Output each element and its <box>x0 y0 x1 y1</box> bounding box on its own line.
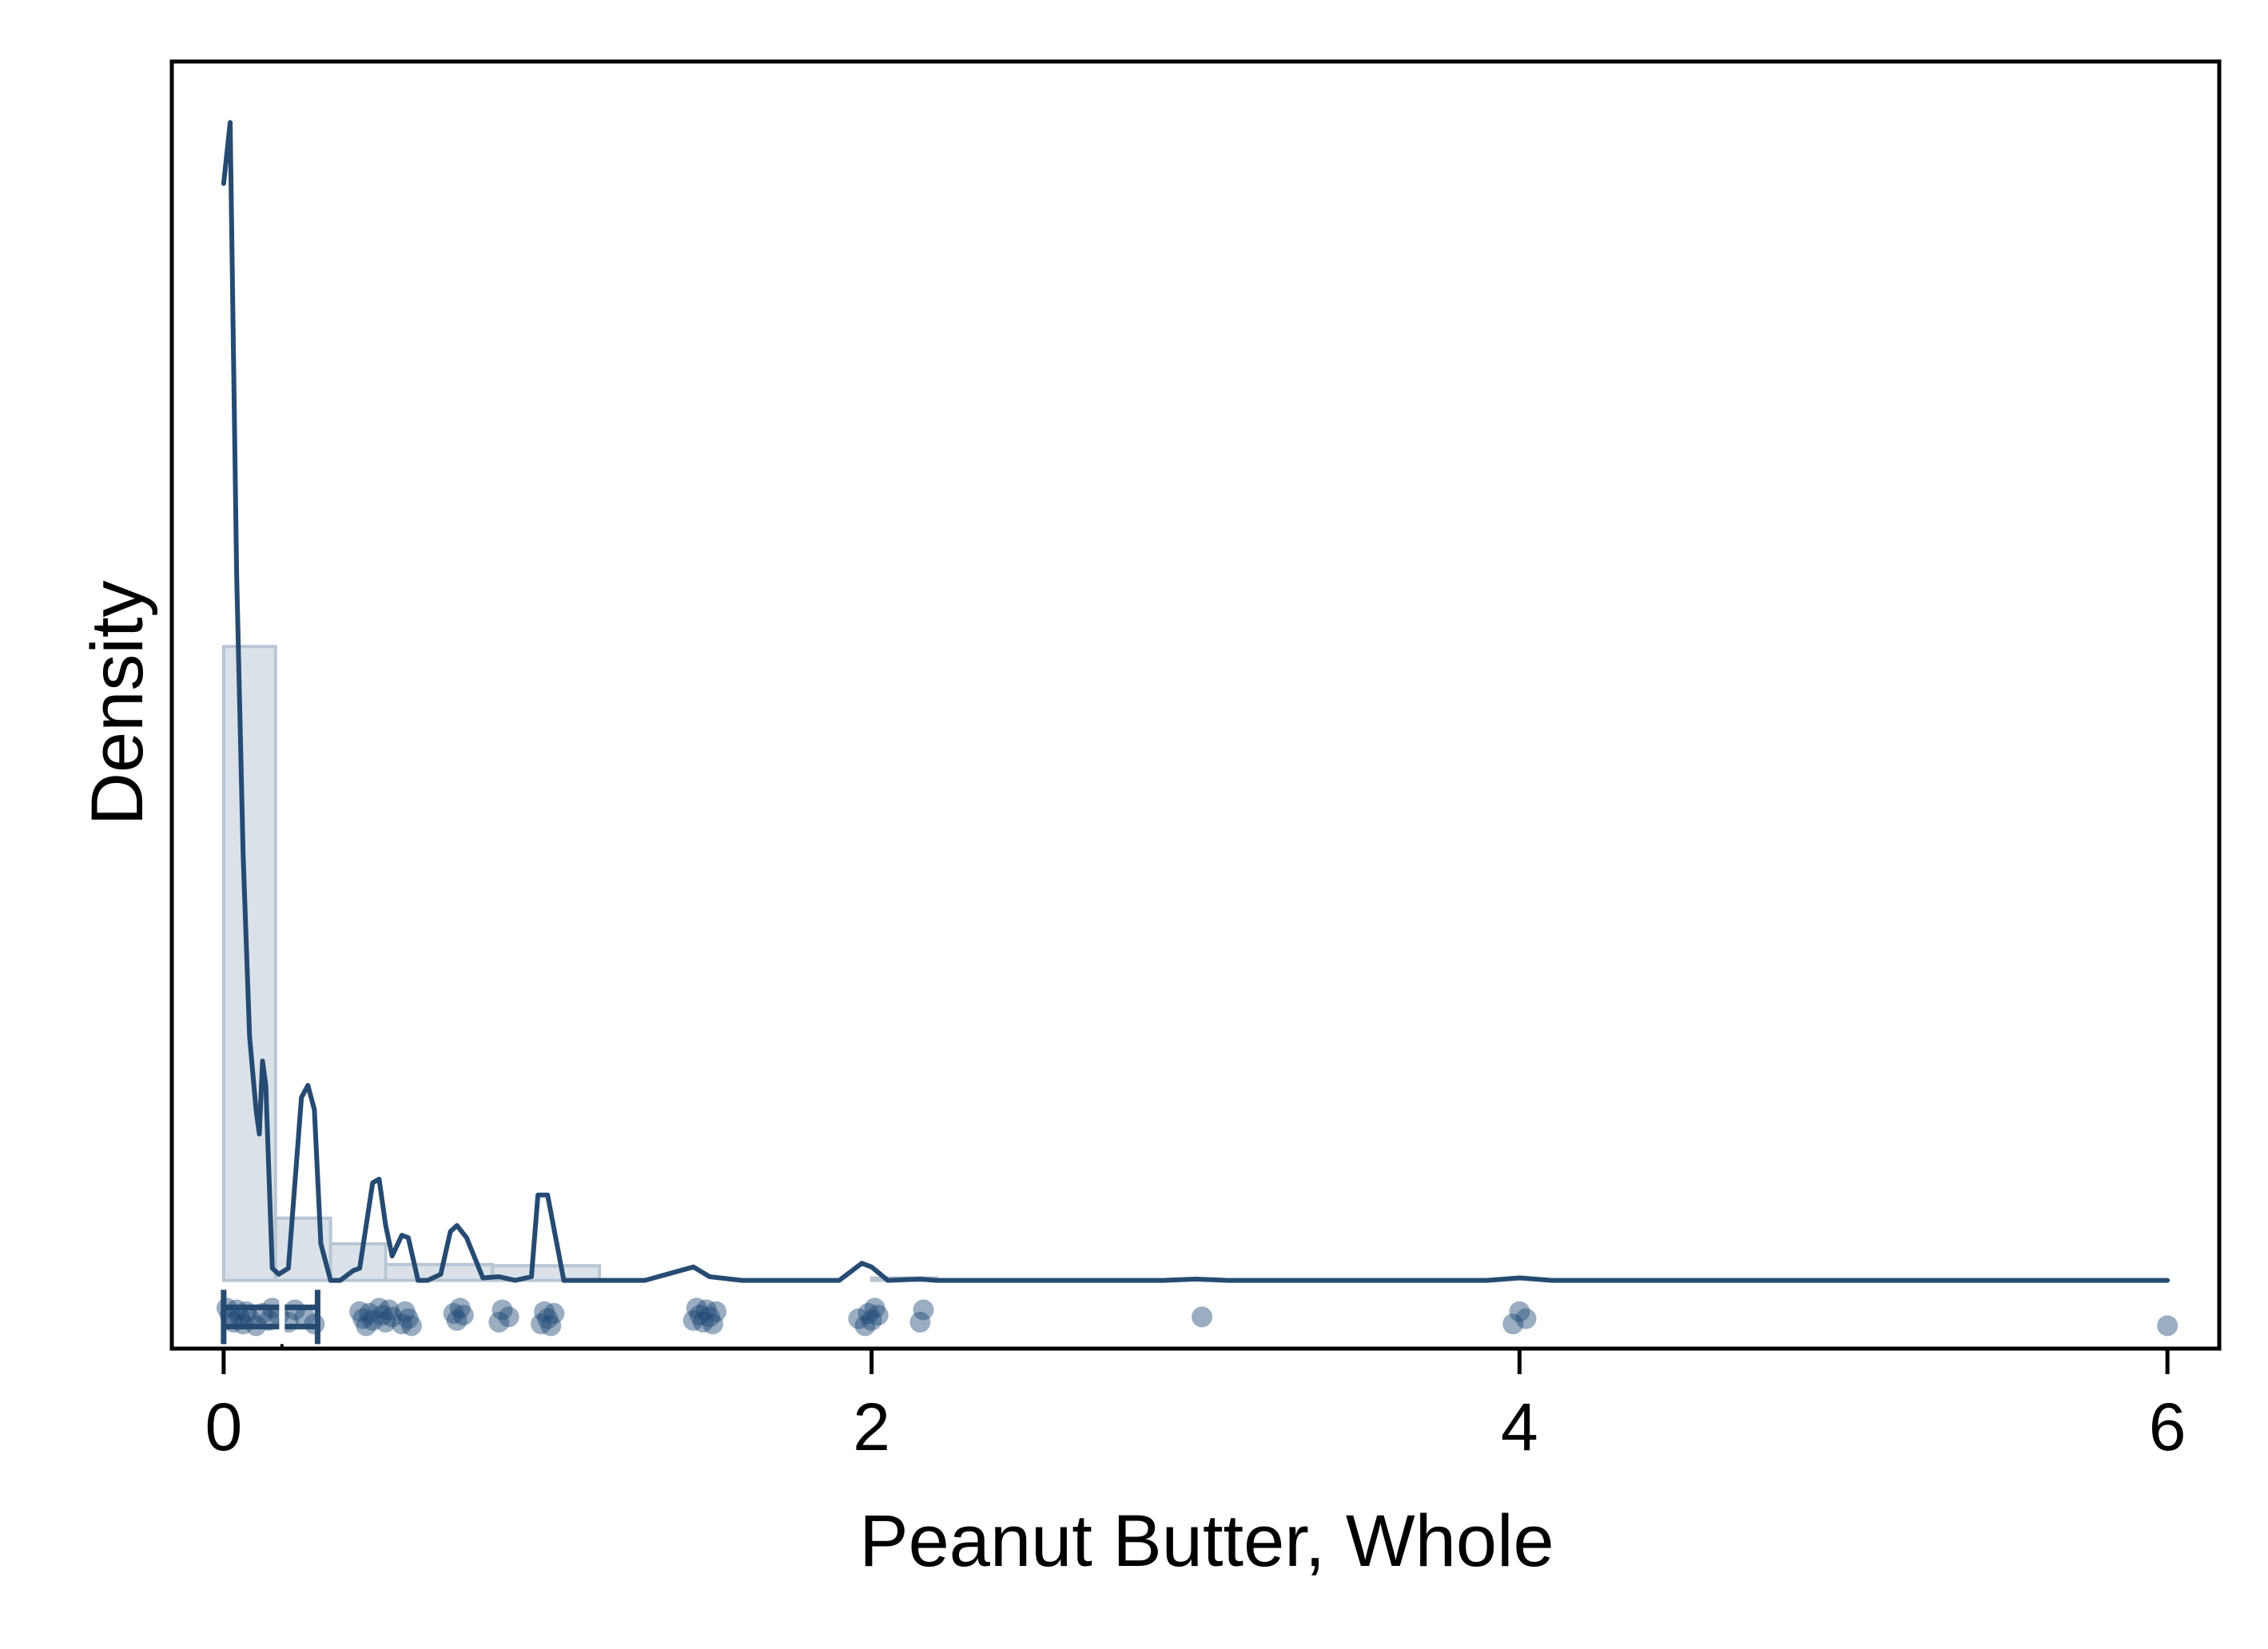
observation-point <box>909 1311 931 1333</box>
x-axis-title: Peanut Butter, Whole <box>859 1500 1554 1582</box>
observation-point <box>537 1308 559 1329</box>
observation-point <box>692 1311 714 1333</box>
histogram-bar-2 <box>328 1242 388 1282</box>
x-tick-label: 0 <box>205 1389 243 1464</box>
observation-point <box>359 1302 380 1324</box>
observation-point <box>861 1309 882 1331</box>
observation-point <box>356 1315 377 1337</box>
observation-point <box>349 1301 371 1322</box>
observation-point <box>229 1306 251 1328</box>
x-axis: 0 2 4 6 <box>205 1349 2186 1464</box>
observation-point <box>867 1305 889 1326</box>
observation-point <box>443 1302 464 1324</box>
observation-point <box>531 1313 552 1335</box>
observation-point <box>397 1308 419 1329</box>
observation-point <box>864 1297 885 1319</box>
histogram-bar-4 <box>491 1264 602 1282</box>
y-axis-title: Density <box>77 581 158 826</box>
observation-point <box>294 1306 316 1328</box>
observation-point <box>1192 1306 1213 1328</box>
observation-point <box>698 1306 720 1328</box>
density-curve <box>221 120 2171 1283</box>
observation-point <box>352 1308 374 1329</box>
histogram-bar-0 <box>221 645 277 1282</box>
observation-point <box>449 1297 471 1319</box>
x-tick-label: 6 <box>2149 1389 2186 1464</box>
histogram <box>221 645 938 1282</box>
observation-point <box>706 1301 727 1322</box>
observation-point <box>394 1301 416 1322</box>
observation-point <box>848 1308 869 1329</box>
x-tick-label: 4 <box>1501 1389 1538 1464</box>
observation-point <box>491 1299 513 1321</box>
observation-point <box>682 1309 704 1331</box>
observation-point <box>857 1302 879 1324</box>
observation-point <box>1509 1301 1530 1322</box>
observation-point <box>368 1297 390 1319</box>
observation-point <box>488 1311 510 1333</box>
observation-point <box>2157 1315 2178 1337</box>
x-tick-label: 2 <box>853 1389 890 1464</box>
observation-point <box>854 1315 876 1337</box>
observation-point <box>686 1297 707 1319</box>
plot-frame <box>169 59 2222 1351</box>
observation-point <box>362 1309 384 1331</box>
observation-point <box>702 1313 723 1335</box>
observation-point <box>391 1313 412 1335</box>
observation-point <box>1515 1308 1537 1329</box>
observation-point <box>913 1299 934 1321</box>
observation-point <box>540 1315 562 1337</box>
observation-point <box>378 1299 400 1321</box>
observation-point <box>695 1299 717 1321</box>
observation-point <box>498 1306 519 1328</box>
observation-point <box>372 1305 393 1326</box>
observation-point <box>381 1306 403 1328</box>
box-plot <box>221 1289 320 1349</box>
observation-point <box>543 1302 565 1324</box>
observation-points <box>216 1297 2178 1337</box>
observation-point <box>689 1305 710 1326</box>
observation-point <box>1502 1313 1524 1335</box>
density-curve-group <box>221 120 2171 1283</box>
observation-point <box>446 1309 468 1331</box>
observation-point <box>534 1301 555 1322</box>
observation-point <box>375 1311 396 1333</box>
observation-point <box>452 1305 474 1326</box>
observation-point <box>400 1315 422 1337</box>
